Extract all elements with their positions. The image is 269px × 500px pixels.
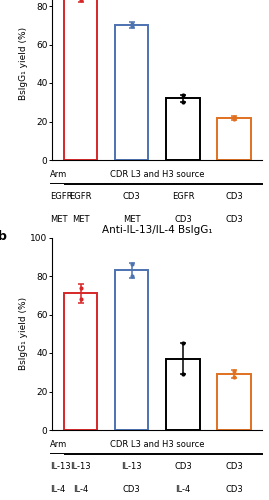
Text: MET: MET [72,215,89,224]
Text: CD3: CD3 [225,485,243,494]
Text: EGFR: EGFR [69,192,92,202]
Text: IL-4: IL-4 [175,485,190,494]
Text: EGFR: EGFR [50,192,72,202]
Text: Arm: Arm [50,440,67,448]
Bar [218,374,251,430]
Text: IL-13: IL-13 [50,462,70,471]
Bar [115,25,148,160]
Text: MET: MET [50,215,67,224]
Y-axis label: BsIgG₁ yield (%): BsIgG₁ yield (%) [19,297,27,370]
Text: CDR L3 and H3 source: CDR L3 and H3 source [110,170,205,178]
Bar [166,98,200,160]
Bar [64,0,97,160]
Text: CD3: CD3 [123,192,141,202]
Y-axis label: BsIgG₁ yield (%): BsIgG₁ yield (%) [19,27,27,101]
Text: IL-4: IL-4 [73,485,88,494]
Bar [115,270,148,430]
Text: CD3: CD3 [174,462,192,471]
Text: EGFR: EGFR [172,192,194,202]
Text: CDR L3 and H3 source: CDR L3 and H3 source [110,440,205,448]
Text: IL-4: IL-4 [50,485,65,494]
Text: CD3: CD3 [174,215,192,224]
Bar [64,294,97,430]
Text: CD3: CD3 [123,485,141,494]
Text: CD3: CD3 [225,192,243,202]
Text: CD3: CD3 [225,215,243,224]
Text: IL-13: IL-13 [122,462,142,471]
Text: Arm: Arm [50,170,67,178]
Title: Anti-IL-13/IL-4 BsIgG₁: Anti-IL-13/IL-4 BsIgG₁ [102,226,213,235]
Text: IL-13: IL-13 [70,462,91,471]
Bar [218,118,251,160]
Text: CD3: CD3 [225,462,243,471]
Text: MET: MET [123,215,140,224]
Bar [166,359,200,430]
Text: b: b [0,230,7,243]
